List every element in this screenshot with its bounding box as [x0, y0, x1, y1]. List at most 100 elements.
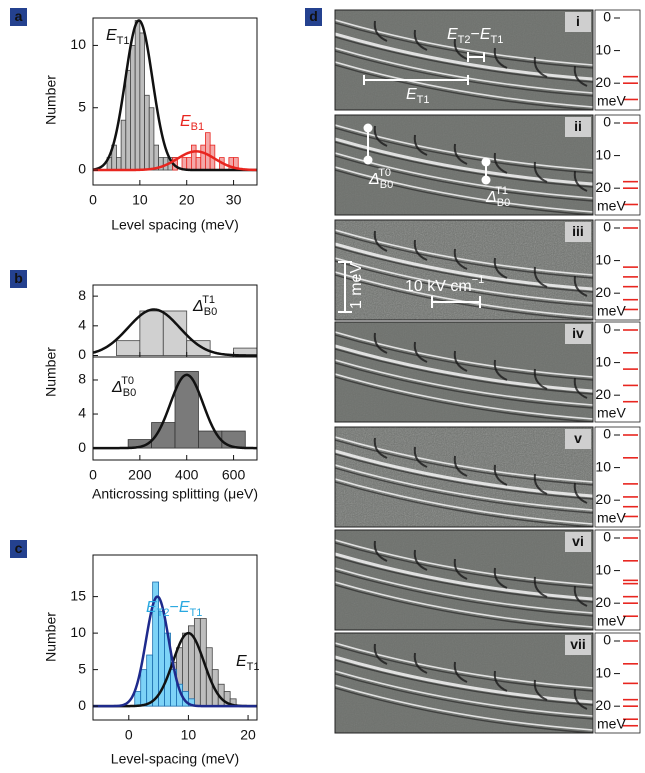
annotation: ET1 [106, 27, 130, 47]
plot-area [93, 581, 257, 708]
image-anticrossing [533, 266, 548, 288]
annotation-text: Δ [368, 171, 380, 188]
image-anticrossing [493, 152, 508, 174]
image-streak-shadow [335, 246, 593, 293]
image-streak-shadow [335, 687, 593, 733]
spectrum-image [335, 115, 593, 215]
scale-tick-label: 20 [595, 491, 611, 507]
scale-background [594, 9, 641, 111]
scale-tick-label: 0 [603, 219, 611, 235]
annotation-sup: T1 [202, 294, 215, 306]
image-streak [335, 32, 593, 81]
image-streak [335, 464, 593, 511]
image-streak-shadow [335, 36, 593, 83]
x-axis-label: Level spacing (meV) [111, 217, 239, 233]
y-axis-label: Number [43, 612, 59, 662]
scale-unit: meV [597, 93, 626, 109]
image-anticrossing [573, 688, 588, 710]
spectrum-image [335, 633, 593, 733]
image-streak [335, 242, 593, 291]
annotation-text: E [447, 26, 458, 43]
scale-background [594, 426, 641, 528]
image-anticrossing [573, 482, 588, 504]
scale-tick-label: 0 [603, 9, 611, 25]
image-frame [334, 9, 594, 111]
image-anticrossing [373, 332, 388, 354]
histogram-bar [153, 144, 160, 171]
x-tick-label: 0 [89, 192, 97, 208]
image-streak-shadow [335, 659, 593, 706]
histogram-bar [162, 310, 188, 356]
fit-curve [93, 19, 257, 172]
y-tick-label: 4 [78, 405, 86, 421]
annotation-sub: B0 [123, 387, 136, 399]
annotation-sub: T1 [190, 607, 203, 619]
image-label: v [574, 430, 582, 446]
image-anticrossing [533, 576, 548, 598]
spectrum-panel: iii 0 10 20 meV 1 meV 10 kV cm−1 [334, 219, 641, 321]
image-anticrossing [493, 359, 508, 381]
image-streak-shadow [335, 467, 593, 514]
image-streak [335, 552, 593, 601]
annotation: 1 meV [348, 263, 365, 310]
scale-tick-label: 10 [595, 251, 611, 267]
image-anticrossing [493, 670, 508, 692]
splitting-end [481, 157, 491, 167]
image-anticrossing [573, 585, 588, 607]
histogram-bar [146, 654, 154, 707]
scale-tick-label: 10 [595, 561, 611, 577]
annotation-text: E [236, 653, 247, 670]
image-streak [335, 359, 593, 406]
spectrum-panel: v 0 10 20 meV [334, 426, 641, 528]
scale-tick-label: 0 [603, 321, 611, 337]
image-streak-shadow [335, 348, 593, 395]
annotation-text: E [406, 86, 417, 103]
x-tick-label: 600 [222, 467, 246, 483]
image-label-box [565, 324, 591, 344]
annotation: ET2−ET1 [146, 599, 202, 619]
image-streak [335, 373, 593, 420]
annotation-text: E [480, 26, 491, 43]
scale-tick-label: 20 [595, 284, 611, 300]
x-tick-label: 400 [175, 467, 199, 483]
image-streak-shadow [335, 556, 593, 603]
image-anticrossing [373, 20, 388, 42]
histogram-bar [116, 340, 141, 356]
plot-area [93, 371, 257, 450]
scale-tick-label: 10 [595, 146, 611, 162]
y-tick-label: 5 [78, 98, 86, 114]
y-tick-label: 8 [78, 371, 86, 387]
splitting-end [363, 123, 373, 133]
annotation-text: − [471, 26, 480, 43]
image-anticrossing [533, 368, 548, 390]
panel-label: d [309, 8, 318, 24]
image-anticrossing [573, 65, 588, 87]
annotation: EB1 [180, 113, 204, 133]
scale-unit: meV [597, 303, 626, 319]
image-streak-shadow [335, 376, 593, 422]
annotation-text: 1 meV [348, 263, 365, 310]
x-tick-label: 10 [132, 192, 148, 208]
scale-tick-label: 10 [595, 664, 611, 680]
image-streak [335, 137, 593, 186]
histogram-bar [116, 157, 122, 171]
image-streak-shadow [335, 260, 593, 307]
annotation: ΔB0T1 [192, 294, 217, 318]
image-anticrossing [453, 558, 468, 580]
annotation-sup: T0 [378, 167, 391, 179]
panel-label-box [10, 540, 27, 558]
y-tick-label: 15 [70, 587, 86, 603]
image-anticrossing [573, 275, 588, 297]
image-label-box [565, 117, 591, 137]
annotation-text: E [106, 27, 117, 44]
image-streak [335, 61, 593, 108]
histogram-bar [195, 157, 202, 171]
image-streak-shadow [335, 362, 593, 409]
x-tick-label: 200 [128, 467, 152, 483]
splitting-end [481, 175, 491, 185]
image-label: vi [572, 533, 584, 549]
annotation-sup: T1 [495, 185, 508, 197]
annotation-text: Δ [192, 298, 204, 315]
